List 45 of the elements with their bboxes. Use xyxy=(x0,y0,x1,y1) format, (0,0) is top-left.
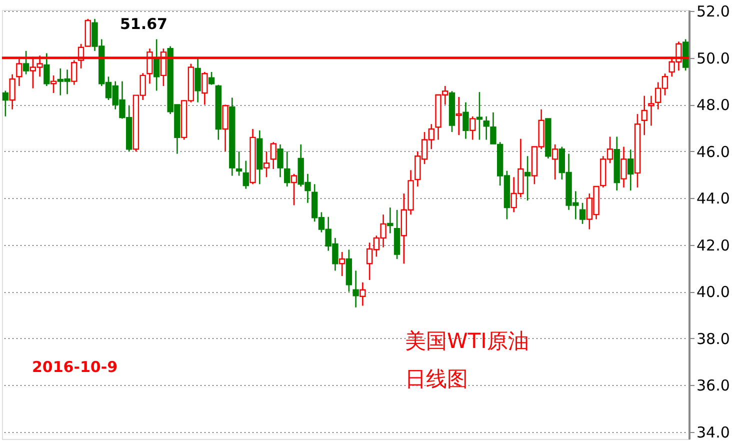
y-tick-label: 46.0 xyxy=(696,142,730,161)
candlestick xyxy=(628,148,634,192)
y-tick-label: 34.0 xyxy=(696,423,730,442)
annotation: 2016-10-9 xyxy=(32,358,118,376)
candlestick xyxy=(242,160,249,190)
annotation: 日线图 xyxy=(405,367,468,391)
candlestick xyxy=(194,58,201,103)
candlestick xyxy=(236,150,242,176)
candlestick xyxy=(524,155,531,202)
annotation: 美国WTI原油 xyxy=(405,329,529,353)
candlestick xyxy=(44,52,50,87)
candlestick xyxy=(277,144,284,178)
y-tick-label: 38.0 xyxy=(696,330,730,348)
candlestick xyxy=(476,91,483,140)
candlestick xyxy=(222,104,228,152)
candlestick xyxy=(469,116,476,140)
candlestick xyxy=(290,173,298,206)
candlestick xyxy=(270,141,276,170)
y-tick-label: 50.0 xyxy=(696,49,730,68)
candlestick xyxy=(387,206,394,234)
candlestick xyxy=(9,74,16,110)
candlestick xyxy=(352,270,359,308)
y-tick-label: 52.0 xyxy=(696,2,730,21)
candlestick xyxy=(648,95,654,126)
candlestick xyxy=(2,90,9,118)
candlestick xyxy=(579,202,586,225)
candlestick xyxy=(202,71,208,106)
candlestick xyxy=(208,71,215,86)
candlestick xyxy=(284,150,290,188)
candlestick xyxy=(552,144,558,180)
candlestick xyxy=(456,96,462,136)
candlestick xyxy=(338,251,346,277)
y-tick-label: 42.0 xyxy=(696,236,730,254)
candlestick xyxy=(50,74,57,94)
candlestick xyxy=(22,50,30,75)
candlestick xyxy=(360,282,366,306)
annotation: 51.67 xyxy=(120,15,168,33)
candlestick xyxy=(462,102,469,140)
candlestick xyxy=(263,150,270,178)
y-tick-label: 48.0 xyxy=(696,96,730,114)
y-tick-label: 40.0 xyxy=(696,283,730,302)
candlestick xyxy=(620,146,627,188)
candlestick xyxy=(641,95,648,136)
y-tick-label: 44.0 xyxy=(696,190,730,208)
y-tick-label: 36.0 xyxy=(696,376,730,395)
